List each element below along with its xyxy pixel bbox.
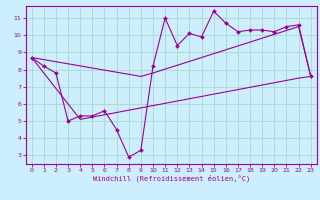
X-axis label: Windchill (Refroidissement éolien,°C): Windchill (Refroidissement éolien,°C) [92,175,250,182]
